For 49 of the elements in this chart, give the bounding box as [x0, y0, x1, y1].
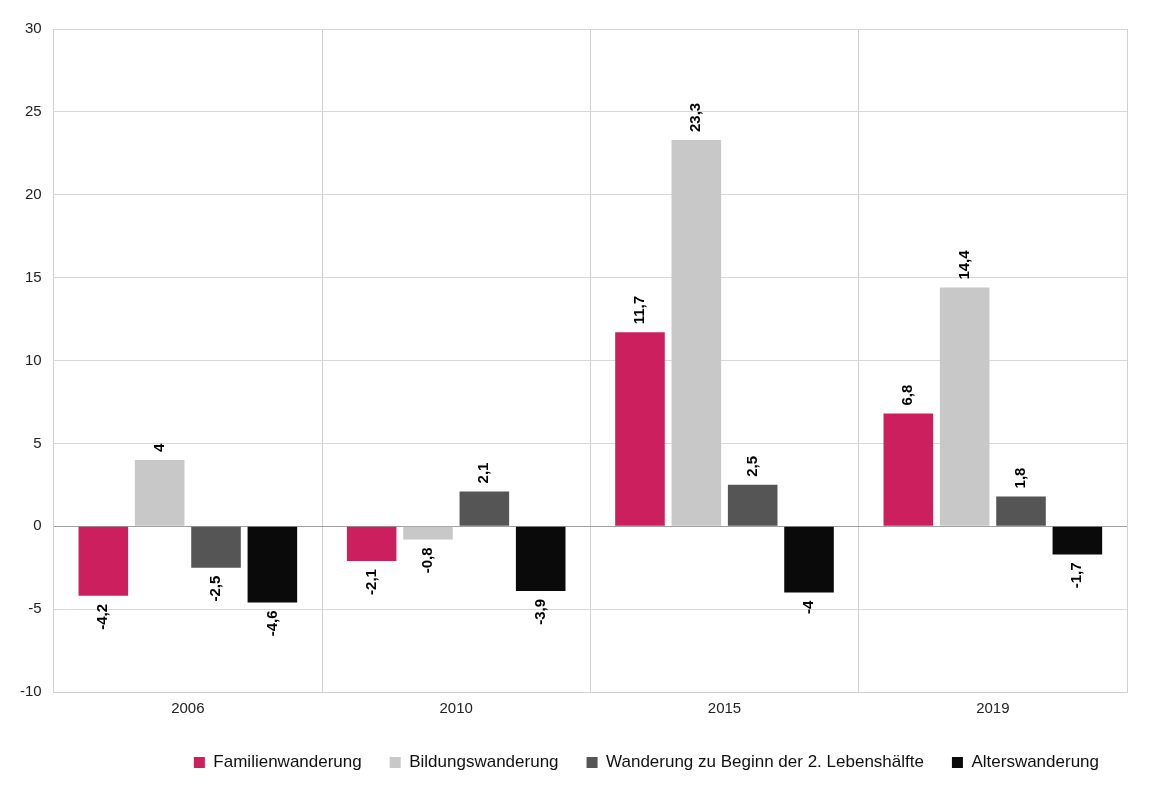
data-label: 11,7: [630, 295, 648, 325]
bar: [346, 526, 397, 562]
y-tick-label: 30: [24, 19, 42, 37]
y-tick-label: 25: [24, 102, 42, 120]
bar: [134, 459, 185, 526]
y-tick-label: 5: [33, 433, 42, 451]
bar: [1052, 526, 1103, 555]
data-label: -4,2: [93, 603, 111, 630]
data-label: 6,8: [898, 384, 916, 406]
bar: [671, 140, 722, 526]
x-tick-label: 2006: [171, 699, 205, 717]
x-tick-label: 2019: [976, 699, 1010, 717]
legend-label: Familienwanderung: [213, 752, 362, 772]
data-label: 1,8: [1011, 467, 1029, 489]
y-tick-label: 10: [24, 350, 42, 368]
legend-label: Alterswanderung: [971, 752, 1099, 772]
y-tick-label: -5: [28, 599, 42, 617]
bar: [403, 526, 453, 540]
bar: [784, 526, 834, 593]
bar: [78, 526, 129, 596]
data-label: 23,3: [686, 102, 704, 133]
legend-label: Wanderung zu Beginn der 2. Lebenshälfte: [606, 752, 924, 772]
y-tick-label: 15: [24, 267, 42, 285]
bar: [727, 484, 778, 526]
bar: [515, 526, 566, 591]
y-tick-label: 0: [33, 516, 42, 534]
data-label: -1,7: [1067, 562, 1085, 589]
y-tick-label: 20: [24, 184, 42, 202]
data-label: -2,5: [206, 575, 224, 602]
x-tick-label: 2010: [439, 699, 473, 717]
legend-label: Bildungswanderung: [409, 752, 559, 772]
x-tick-label: 2015: [707, 699, 742, 717]
data-label: -4: [799, 599, 817, 614]
data-label: -2,1: [361, 569, 379, 595]
data-label: 14,4: [954, 249, 972, 280]
data-label: -3,9: [530, 598, 548, 625]
y-tick-label: -10: [19, 682, 42, 700]
data-label: 4: [149, 442, 167, 452]
data-label: -4,6: [262, 610, 280, 637]
bar: [883, 413, 934, 526]
bar: [996, 496, 1046, 526]
data-label: 2,1: [474, 462, 492, 484]
data-label: -0,8: [418, 547, 436, 574]
bar: [459, 491, 510, 526]
bar: [191, 526, 241, 568]
data-label: 2,5: [742, 455, 760, 477]
bar: [615, 332, 665, 526]
bar: [247, 526, 298, 603]
bar: [939, 287, 990, 526]
